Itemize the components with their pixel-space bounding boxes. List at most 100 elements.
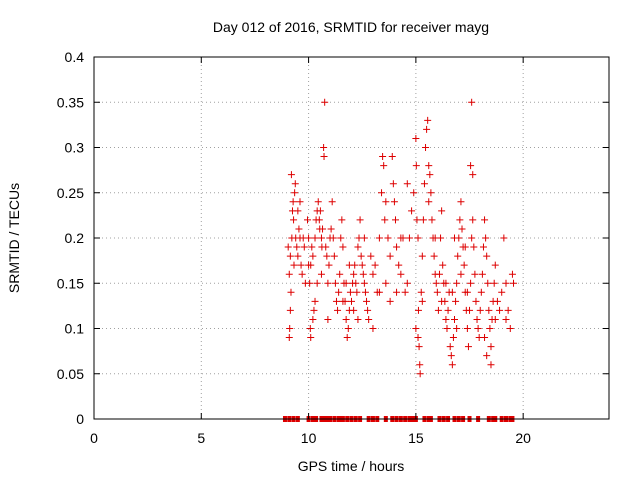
data-point <box>478 270 486 278</box>
data-point <box>498 288 506 296</box>
data-point <box>335 288 343 296</box>
data-point <box>481 216 489 224</box>
data-point <box>352 279 360 287</box>
data-point <box>496 306 504 314</box>
data-point <box>430 252 438 260</box>
data-point <box>330 252 338 260</box>
data-point <box>369 325 377 332</box>
data-point <box>360 279 368 287</box>
data-point <box>468 234 476 242</box>
plot-frame <box>93 56 610 420</box>
data-point <box>414 334 422 342</box>
data-points-layer <box>284 98 518 378</box>
x-tick-label: 15 <box>408 430 424 446</box>
data-point <box>348 297 355 305</box>
data-point <box>476 306 484 314</box>
data-point <box>286 325 294 332</box>
data-point <box>454 252 462 260</box>
data-point <box>427 189 435 197</box>
data-point <box>305 234 313 242</box>
data-point <box>293 243 301 251</box>
data-point <box>308 243 316 251</box>
data-point <box>391 216 399 224</box>
data-point <box>487 343 495 351</box>
data-point <box>375 234 383 242</box>
data-point <box>504 306 512 314</box>
data-point <box>423 125 431 133</box>
data-point <box>289 198 297 206</box>
data-point <box>469 171 477 179</box>
data-point <box>350 306 358 314</box>
data-point <box>456 216 464 224</box>
data-point <box>477 288 485 296</box>
data-point <box>363 297 371 305</box>
data-point <box>484 279 492 287</box>
data-point <box>343 334 351 342</box>
data-point <box>357 252 365 260</box>
data-point <box>481 334 489 342</box>
data-point <box>471 270 479 278</box>
data-point <box>412 162 420 170</box>
data-point <box>506 325 514 332</box>
data-point <box>453 279 461 287</box>
data-point <box>448 361 456 369</box>
data-point <box>486 325 494 332</box>
data-point <box>466 306 474 314</box>
data-point <box>311 234 319 242</box>
y-tick-label: 0.1 <box>65 321 85 337</box>
data-point <box>419 216 427 224</box>
data-point <box>418 252 426 260</box>
data-point <box>309 252 317 260</box>
data-point <box>414 234 422 242</box>
data-point <box>460 261 468 269</box>
data-point <box>425 198 433 206</box>
data-point <box>446 343 454 351</box>
data-point <box>327 225 335 233</box>
data-point <box>502 279 510 287</box>
data-point <box>442 315 450 323</box>
data-point <box>284 243 292 251</box>
data-point <box>415 343 423 351</box>
data-point <box>310 306 318 314</box>
data-point <box>306 279 314 287</box>
data-point <box>491 315 499 323</box>
data-point <box>485 306 493 314</box>
data-point <box>319 225 327 233</box>
data-point <box>397 234 405 242</box>
data-point <box>468 98 476 106</box>
data-point <box>417 288 425 296</box>
data-point <box>365 315 373 323</box>
data-point <box>313 279 321 287</box>
data-point <box>444 306 452 314</box>
data-point <box>442 279 450 287</box>
data-point <box>379 153 387 161</box>
y-tick-label: 0.3 <box>65 140 85 156</box>
data-point <box>463 288 471 296</box>
data-point <box>434 306 442 314</box>
data-point <box>410 189 418 197</box>
data-point <box>287 288 295 296</box>
data-point <box>297 261 305 269</box>
data-point <box>320 144 328 151</box>
data-point <box>500 234 508 242</box>
data-point <box>483 252 491 260</box>
data-point <box>432 279 440 287</box>
data-point <box>449 334 457 342</box>
data-point <box>381 216 389 224</box>
data-point <box>424 116 432 124</box>
data-point <box>491 261 499 269</box>
y-tick-label: 0.4 <box>65 49 85 65</box>
data-point <box>473 315 481 323</box>
data-point <box>414 306 422 314</box>
data-point <box>287 171 295 179</box>
data-point <box>403 279 411 287</box>
data-point <box>286 252 294 260</box>
data-point <box>324 279 332 287</box>
data-point <box>295 225 303 233</box>
data-point <box>360 234 368 242</box>
data-point <box>336 270 344 278</box>
data-point <box>364 306 372 314</box>
y-tick-label: 0 <box>76 411 84 427</box>
data-point <box>291 180 299 188</box>
